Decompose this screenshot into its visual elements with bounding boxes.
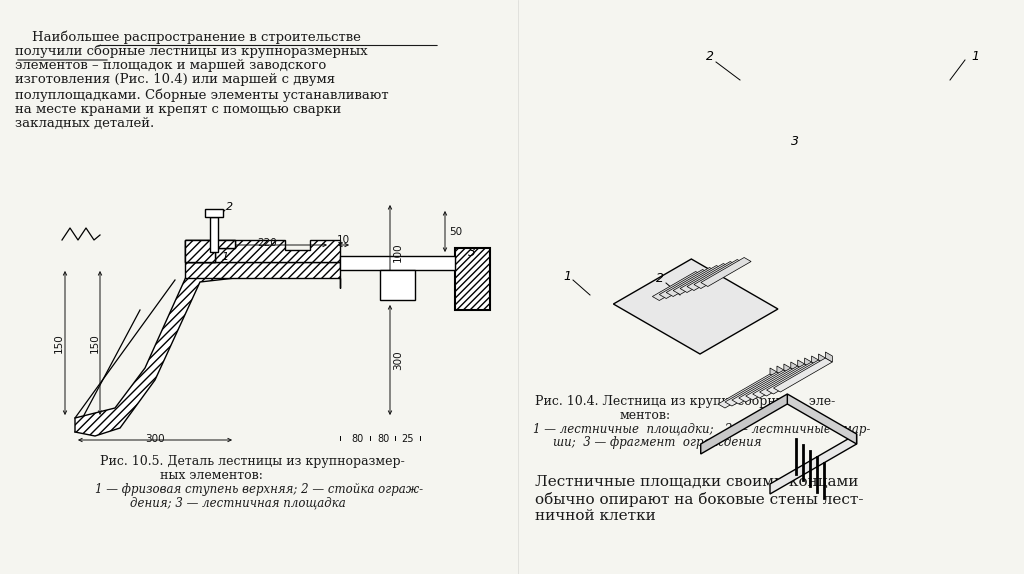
Polygon shape (753, 364, 812, 398)
Text: Лестничные площадки своими концами: Лестничные площадки своими концами (535, 475, 858, 489)
Polygon shape (680, 263, 730, 293)
Text: ши;  3 — фрагмент  ограждения: ши; 3 — фрагмент ограждения (553, 436, 762, 449)
Text: 1 — лестничные  площадки;   2 — лестничные   мар-: 1 — лестничные площадки; 2 — лестничные … (534, 423, 870, 436)
Polygon shape (340, 256, 455, 270)
Polygon shape (718, 374, 777, 408)
Polygon shape (700, 394, 787, 454)
Text: Рис. 10.4. Лестница из крупносборных    эле-: Рис. 10.4. Лестница из крупносборных эле… (535, 395, 836, 409)
Text: 2: 2 (656, 272, 664, 285)
Polygon shape (825, 352, 833, 362)
Polygon shape (767, 360, 825, 394)
Bar (210, 217, 218, 252)
Polygon shape (667, 267, 717, 297)
Text: на месте кранами и крепят с помощью сварки: на месте кранами и крепят с помощью свар… (15, 103, 341, 115)
Text: 10: 10 (337, 235, 349, 245)
Polygon shape (770, 368, 777, 378)
Polygon shape (739, 368, 798, 402)
Polygon shape (687, 262, 737, 290)
Polygon shape (694, 259, 744, 289)
Text: получили сборные лестницы из крупноразмерных: получили сборные лестницы из крупноразме… (15, 45, 368, 58)
Text: элементов – площадок и маршей заводского: элементов – площадок и маршей заводского (15, 59, 327, 72)
Polygon shape (818, 354, 825, 364)
Text: 100: 100 (393, 242, 403, 262)
Polygon shape (455, 248, 490, 310)
Text: 300: 300 (145, 434, 165, 444)
Text: 150: 150 (90, 333, 100, 353)
Text: ничной клетки: ничной клетки (535, 509, 655, 523)
Polygon shape (745, 366, 805, 400)
Polygon shape (798, 360, 805, 370)
Text: ных элементов:: ных элементов: (160, 469, 263, 482)
Polygon shape (673, 266, 723, 294)
Polygon shape (185, 240, 234, 262)
Bar (205, 209, 223, 217)
Text: 2: 2 (226, 202, 233, 212)
Text: 1: 1 (971, 50, 979, 63)
Text: 1: 1 (563, 270, 571, 283)
Text: изготовления (Рис. 10.4) или маршей с двумя: изготовления (Рис. 10.4) или маршей с дв… (15, 73, 335, 87)
Polygon shape (783, 364, 791, 374)
Text: Наибольшее распространение в строительстве: Наибольшее распространение в строительст… (15, 30, 360, 44)
Text: Рис. 10.5. Деталь лестницы из крупноразмер-: Рис. 10.5. Деталь лестницы из крупноразм… (100, 455, 404, 468)
Polygon shape (732, 370, 791, 404)
Polygon shape (185, 240, 234, 262)
Text: закладных деталей.: закладных деталей. (15, 117, 155, 130)
Polygon shape (791, 362, 798, 372)
Text: 1 — фризовая ступень верхняя; 2 — стойка ограж-: 1 — фризовая ступень верхняя; 2 — стойка… (95, 483, 423, 496)
Text: 150: 150 (54, 333, 63, 353)
Polygon shape (805, 358, 812, 368)
Polygon shape (787, 394, 857, 444)
Text: 300: 300 (393, 350, 403, 370)
Text: 25: 25 (401, 434, 415, 444)
Polygon shape (773, 358, 833, 392)
Text: полуплощадками. Сборные элементы устанавливают: полуплощадками. Сборные элементы устанав… (15, 88, 389, 102)
Text: 3: 3 (468, 246, 476, 258)
Polygon shape (760, 362, 818, 396)
Text: дения; 3 — лестничная площадка: дения; 3 — лестничная площадка (130, 496, 346, 509)
Polygon shape (725, 372, 783, 406)
Text: 80: 80 (352, 434, 365, 444)
Text: обычно опирают на боковые стены лест-: обычно опирают на боковые стены лест- (535, 492, 863, 507)
Text: 50: 50 (449, 227, 462, 237)
Text: ментов:: ментов: (620, 409, 671, 422)
Polygon shape (812, 356, 818, 366)
Polygon shape (652, 272, 702, 301)
Polygon shape (185, 240, 340, 262)
Text: 80: 80 (377, 434, 389, 444)
Polygon shape (770, 434, 857, 494)
Polygon shape (185, 262, 340, 288)
Polygon shape (659, 270, 710, 298)
Text: 2: 2 (706, 50, 714, 63)
Text: 1: 1 (221, 252, 228, 262)
Polygon shape (380, 270, 415, 300)
Polygon shape (75, 262, 234, 436)
Polygon shape (700, 258, 751, 286)
Text: 220: 220 (257, 238, 276, 248)
Text: 3: 3 (791, 135, 799, 148)
Polygon shape (613, 259, 778, 354)
Polygon shape (777, 366, 783, 376)
